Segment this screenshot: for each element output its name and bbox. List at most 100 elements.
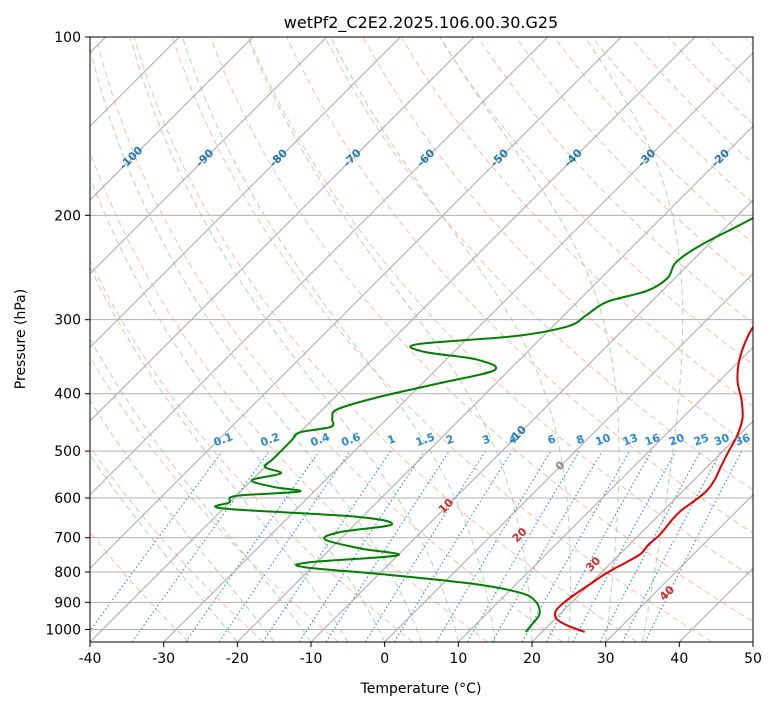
background-lines [90,37,753,642]
x-tick-label: 10 [449,651,467,667]
dry-adiabat [515,37,753,284]
moist-adiabat [90,265,349,642]
isotherm-line [384,272,753,642]
dry-adiabat [591,37,753,204]
mixing-ratio-line [364,450,486,642]
mixing-ratio-line [325,450,450,642]
dry-adiabat [209,37,753,623]
isotherm-line [90,37,254,201]
mixing-ratio-label: 1.5 [414,430,437,449]
mixing-ratio-label: 0.4 [309,430,332,449]
x-tick-label: -40 [79,651,102,667]
mixing-ratio-label: 8 [574,432,586,447]
y-axis-title: Pressure (hPa) [13,289,29,389]
mixing-ratio-line [491,450,603,642]
moist-adiabat [246,37,533,642]
y-tick-label: 100 [54,30,81,46]
dewpoint-line [214,216,753,633]
dry-adiabat [629,37,753,165]
mixing-ratio-label: 16 [643,431,662,449]
y-axis: 100 200 300 400 500 600 700 800 900 1000 [45,30,90,638]
isotherm-line [531,420,753,642]
mixing-ratio-line [90,450,223,632]
mixing-ratio-line [393,450,513,642]
dry-adiabat [286,37,753,534]
y-tick-label: 500 [54,444,81,460]
mixing-ratio-label: 30 [712,431,731,449]
mixing-ratio-label: 36 [733,431,752,449]
mixing-ratio-line [572,450,677,642]
isotherm-line [90,37,402,349]
dry-adiabat [95,37,563,642]
x-axis-title: Temperature (°C) [360,681,482,697]
mixing-ratio-label: 10 [594,431,613,449]
x-axis: -40 -30 -20 -10 0 10 20 30 40 50 [79,642,762,667]
y-tick-label: 400 [54,387,81,403]
dry-adiabat [362,37,753,449]
isotherm-line [310,199,753,642]
mixing-ratio-line [185,450,320,642]
sounding-traces [214,216,753,633]
y-tick-label: 800 [54,565,81,581]
x-tick-label: 30 [597,651,615,667]
isotherm-line [163,51,753,642]
moist-adiabat [90,453,238,642]
isotherm-line [605,493,753,642]
mixing-ratio-label: 0.6 [340,430,363,449]
isotherm-line [90,37,181,128]
dry-adiabat [553,37,753,244]
dry-adiabat [90,150,488,642]
mixing-ratio-label: 2 [444,432,456,447]
x-tick-label: -20 [226,651,249,667]
mixing-ratio-label: 4 [507,432,519,447]
x-tick-label: 50 [744,651,762,667]
isotherm-line [90,37,696,642]
x-tick-label: 40 [670,651,688,667]
plot-frame [89,36,754,643]
moist-adiabat [90,45,422,642]
moist-adiabat [439,37,620,642]
y-tick-label: 900 [54,595,81,611]
isotherm-line [90,37,623,570]
mixing-ratio-label: 25 [692,431,711,448]
temperature-line [554,325,753,633]
x-tick-label: -30 [152,651,175,667]
y-tick-label: 1000 [45,622,81,638]
y-tick-label: 600 [54,491,81,507]
mixing-ratio-label: 3 [480,432,492,447]
moist-adiabat [181,37,496,642]
y-tick-label: 700 [54,531,81,547]
mixing-ratio-label: 0.2 [259,430,282,449]
isotherm-line [236,125,753,642]
isotherm-line [90,37,549,496]
isotherm-line [90,37,475,422]
mixing-ratio-line [467,450,580,642]
dry-adiabat [476,37,753,325]
isotherm-line [457,346,753,642]
mixing-ratio-label: 1 [386,432,398,447]
dry-adiabat [400,37,753,407]
mixing-ratio-label: 20 [667,431,686,449]
x-tick-label: -10 [300,651,323,667]
dry-adiabat [171,37,712,642]
mixing-ratio-line [131,450,270,642]
moist-adiabat [90,399,275,642]
mixing-ratio-label: 0.1 [212,430,235,449]
isotherm-grid [90,37,753,642]
dry-adiabat [90,356,339,642]
dry-adiabat [90,445,264,642]
dry-adiabat [438,37,753,366]
mixing-ratio-line [218,450,351,642]
x-tick-label: 0 [380,651,389,667]
mixing-ratio-line [435,450,552,642]
y-tick-label: 300 [54,313,81,329]
mixing-ratio-label: 6 [546,432,558,447]
moist-adiabat [584,37,684,642]
chart-title: wetPf2_C2E2.2025.106.00.30.G25 [284,13,558,33]
moist-adiabat [90,175,386,642]
y-tick-label: 200 [54,208,81,224]
isotherm-line [90,37,328,275]
mixing-ratio-label: 13 [621,431,640,448]
